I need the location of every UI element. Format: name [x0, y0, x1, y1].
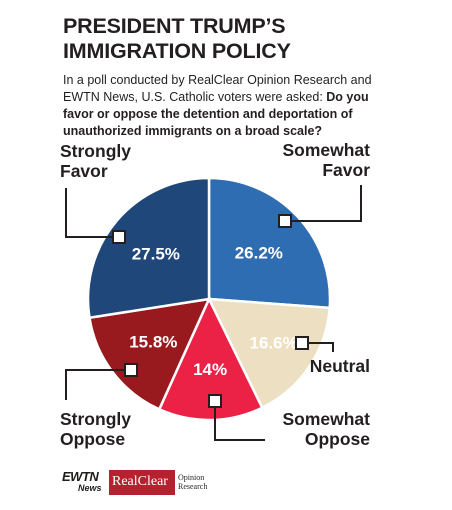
opinion-text: Opinion [178, 473, 205, 482]
poll-question: Do you favor or oppose the detention and… [63, 90, 369, 138]
leader-line [285, 185, 362, 222]
pie-slice [207, 176, 332, 310]
leader-line [214, 401, 265, 441]
opinion-research-text: Opinion Research [178, 473, 228, 491]
ewtn-news-logo: EWTN News [62, 468, 110, 498]
leader-marker [278, 214, 292, 228]
pie-slice [157, 296, 264, 422]
label-leaders [65, 185, 362, 441]
leader-line [302, 342, 334, 352]
leader-line [65, 369, 131, 400]
realclear-logo: RealClear [109, 470, 175, 495]
ewtn-logo-text: EWTN [62, 469, 99, 484]
category-labels: SomewhatFavorNeutralSomewhatOpposeStrong… [60, 140, 370, 449]
slice-category-label: Neutral [310, 356, 370, 376]
slice-value-label: 15.8% [129, 332, 177, 351]
slice-category-label: Oppose [60, 429, 125, 449]
slice-value-label: 26.2% [235, 244, 283, 263]
title-line-2: IMMIGRATION POLICY [63, 39, 291, 63]
intro-lead: In a poll conducted by RealClear Opinion… [63, 73, 372, 104]
pie-slice [86, 176, 211, 320]
pie-slice [88, 297, 212, 411]
leader-marker [208, 394, 222, 408]
research-text: Research [178, 482, 208, 491]
intro-paragraph: In a poll conducted by RealClear Opinion… [63, 72, 393, 140]
slice-category-label: Strongly [60, 409, 131, 429]
pie-slices: 26.2% 16.6% 14% 15.8% 27.5% [86, 176, 332, 422]
leader-marker [112, 230, 126, 244]
slice-category-label: Favor [60, 161, 108, 181]
ewtn-logo-subtext: News [78, 483, 102, 493]
pie-slice [206, 297, 332, 410]
slice-category-label: Somewhat [282, 140, 370, 160]
title-line-1: PRESIDENT TRUMP’S [63, 14, 286, 38]
leader-marker [124, 363, 138, 377]
slice-value-label: 16.6% [249, 334, 297, 353]
leader-marker [295, 336, 309, 350]
leader-line [65, 188, 119, 238]
slice-category-label: Strongly [60, 141, 131, 161]
slice-category-label: Favor [322, 160, 370, 180]
slice-category-label: Oppose [305, 429, 370, 449]
slice-category-label: Somewhat [282, 409, 370, 429]
slice-value-label: 27.5% [132, 245, 180, 264]
page-title: PRESIDENT TRUMP’S IMMIGRATION POLICY [63, 14, 393, 64]
realclear-logo-text: RealClear [112, 474, 168, 489]
slice-value-label: 14% [193, 360, 227, 379]
